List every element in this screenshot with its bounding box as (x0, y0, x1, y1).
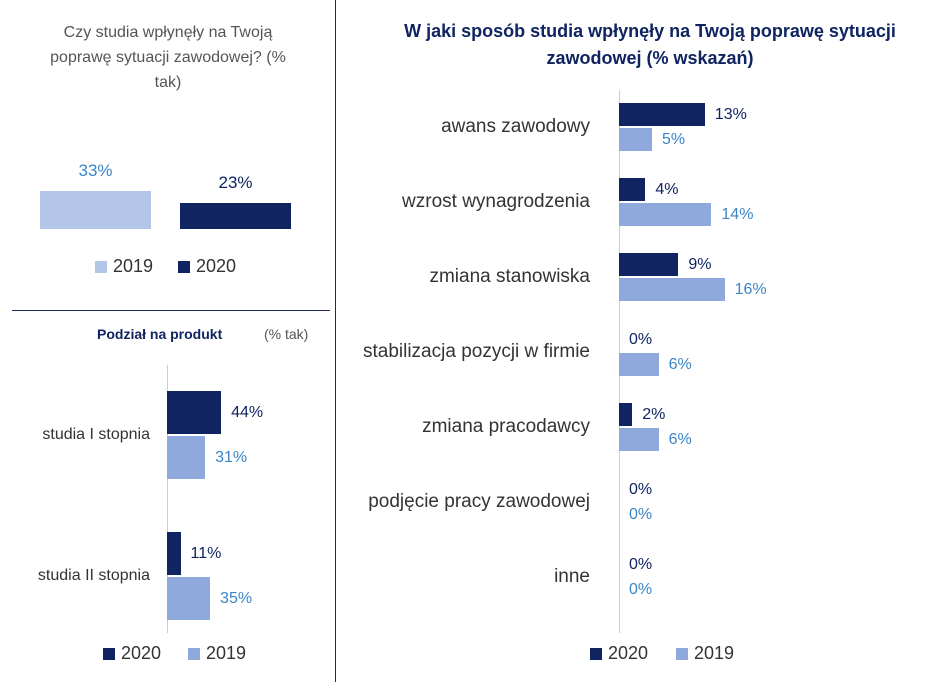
value-label: 0% (629, 505, 653, 523)
category-label: studia II stopnia (0, 536, 150, 616)
value-label: 4% (655, 180, 679, 198)
bar (167, 391, 222, 434)
bar (619, 178, 646, 201)
value-label: 9% (688, 255, 712, 273)
category-label: studia I stopnia (0, 395, 150, 475)
legend-label: 2020 (121, 643, 162, 663)
category-text: studia II stopnia (37, 566, 150, 584)
category-label: zmiana stanowiska (290, 237, 590, 317)
chart-subtitle: (% tak) (264, 326, 309, 342)
bar (167, 436, 206, 479)
chart-title: W jaki sposób studia wpłynęły na Twoją p… (404, 21, 896, 68)
legend-label: 2019 (694, 643, 735, 663)
category-label: stabilizacja pozycji w firmie (290, 312, 590, 392)
category-text: awans zawodowy (441, 115, 590, 137)
legend-label: 2020 (196, 256, 237, 276)
bar (619, 128, 652, 151)
category-text: inne (554, 565, 590, 587)
value-label: 11% (190, 544, 222, 562)
divider (335, 0, 336, 682)
bar (619, 428, 659, 451)
value-label: 23% (218, 172, 253, 192)
axis-line (167, 365, 168, 633)
category-label: podjęcie pracy zawodowej (290, 462, 590, 542)
category-text: podjęcie pracy zawodowej (368, 490, 590, 512)
category-label: zmiana pracodawcy (290, 387, 590, 467)
chart-title: Czy studia wpłynęły na Twoją poprawę syt… (50, 24, 286, 91)
legend-swatch (178, 261, 190, 273)
value-label: 0% (629, 330, 653, 348)
legend-swatch (103, 648, 115, 660)
value-label: 2% (642, 405, 666, 423)
category-text: wzrost wynagrodzenia (402, 190, 590, 212)
legend-swatch (676, 648, 688, 660)
value-label: 14% (721, 205, 754, 223)
category-label: inne (290, 537, 590, 617)
value-label: 6% (668, 430, 692, 448)
bar (180, 202, 291, 229)
value-label: 16% (734, 280, 767, 298)
category-label: awans zawodowy (290, 87, 590, 167)
bar (619, 253, 679, 276)
value-label: 33% (78, 161, 113, 181)
value-label: 0% (629, 580, 653, 598)
legend-label: 2019 (113, 256, 154, 276)
value-label: 5% (662, 130, 686, 148)
category-text: stabilizacja pozycji w firmie (362, 340, 590, 362)
legend-swatch (590, 648, 602, 660)
value-label: 31% (215, 448, 248, 466)
legend-label: 2020 (608, 643, 649, 663)
bar (167, 532, 181, 575)
legend-swatch (188, 648, 200, 660)
value-label: 0% (629, 480, 653, 498)
bar (619, 278, 725, 301)
bar (619, 103, 705, 126)
value-label: 35% (220, 589, 253, 607)
category-text: zmiana stanowiska (429, 265, 590, 287)
legend-label: 2019 (206, 643, 247, 663)
bar (619, 403, 633, 426)
chart-title: Podział na produkt (97, 326, 223, 342)
legend-swatch (95, 261, 107, 273)
category-text: studia I stopnia (42, 425, 150, 443)
value-label: 0% (629, 555, 653, 573)
bar (619, 203, 712, 226)
bar (40, 191, 151, 229)
bar (167, 577, 211, 620)
category-label: wzrost wynagrodzenia (290, 162, 590, 242)
bar (619, 353, 659, 376)
value-label: 44% (231, 403, 264, 421)
value-label: 13% (714, 105, 747, 123)
divider (12, 310, 330, 311)
value-label: 6% (668, 355, 692, 373)
category-text: zmiana pracodawcy (422, 415, 590, 437)
